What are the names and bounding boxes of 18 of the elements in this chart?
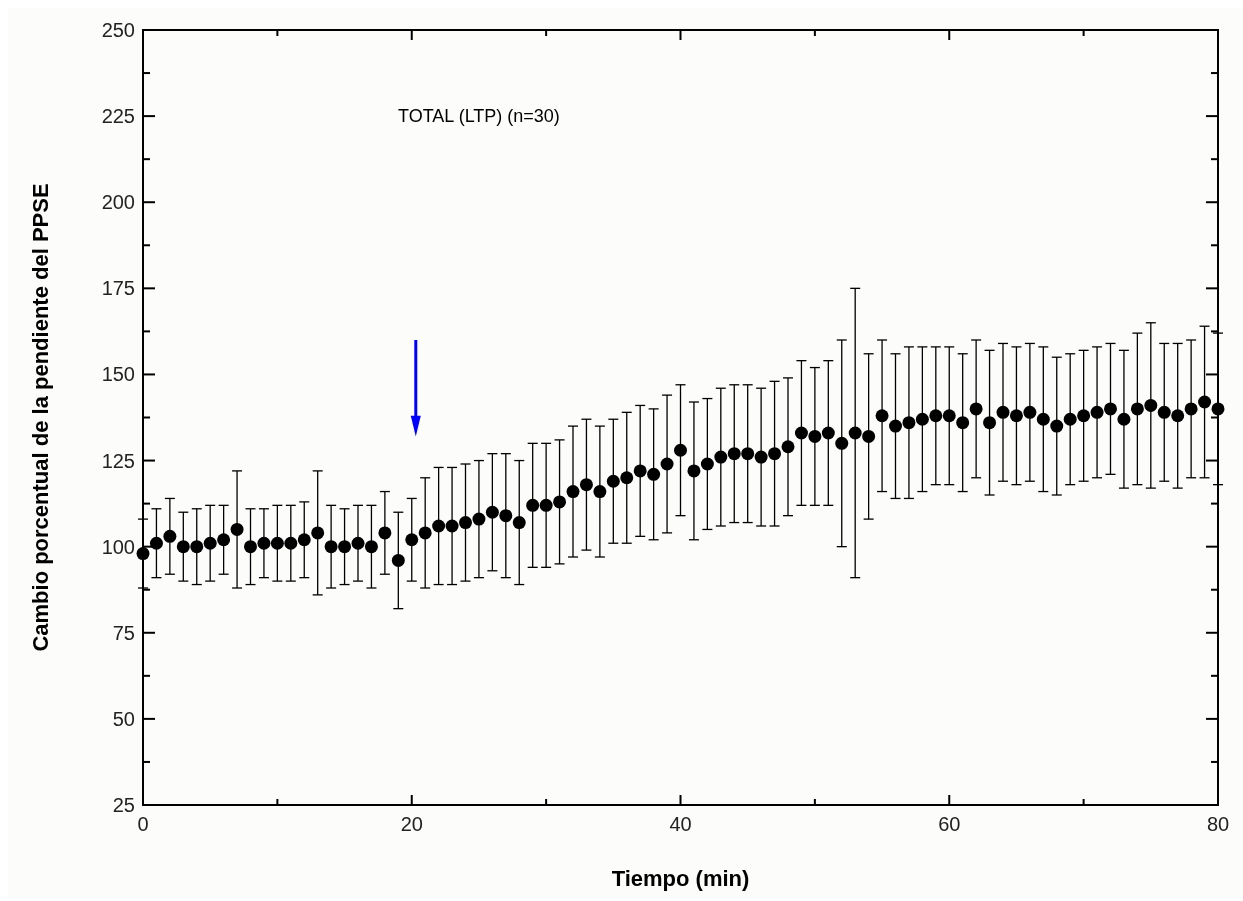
y-tick-label: 250 — [101, 19, 135, 41]
y-tick-label: 175 — [101, 277, 135, 300]
x-tick-label: 20 — [400, 813, 423, 835]
y-tick-label: 200 — [101, 191, 135, 214]
x-axis-title: Tiempo (min) — [611, 866, 750, 891]
x-tick-label: 40 — [669, 813, 692, 835]
y-tick-label: 225 — [101, 105, 135, 128]
x-tick-label: 0 — [137, 813, 149, 835]
y-tick-label: 25 — [112, 794, 135, 816]
y-axis-title: Cambio porcentual de la pendiente del PPSE — [28, 183, 53, 652]
y-tick-label: 50 — [112, 707, 135, 730]
x-tick-label: 80 — [1206, 813, 1230, 835]
text: TOTAL (LTP) (n=30) — [397, 106, 560, 127]
y-tick-label: 125 — [101, 449, 135, 472]
x-tick-label: 60 — [938, 813, 961, 835]
y-tick-label: 150 — [101, 363, 135, 386]
y-tick-label: 75 — [112, 621, 135, 644]
y-tick-label: 100 — [101, 535, 135, 558]
